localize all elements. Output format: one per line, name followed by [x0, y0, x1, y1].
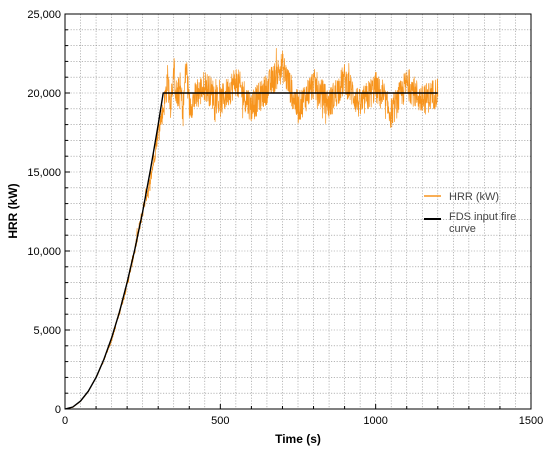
- y-tick-label: 5,000: [33, 325, 61, 337]
- y-tick-label: 0: [55, 404, 61, 416]
- y-tick-label: 15,000: [27, 167, 61, 179]
- legend-label-fds-line-1: FDS input fire: [449, 211, 516, 223]
- x-tick-label: 1000: [363, 415, 387, 427]
- x-tick-label: 0: [62, 415, 68, 427]
- grid: [65, 14, 531, 409]
- legend-label-fds-line-2: curve: [449, 223, 476, 235]
- series-line-fds: [64, 92, 438, 410]
- x-axis-title: Time (s): [275, 432, 321, 446]
- series-group: [64, 47, 439, 410]
- tick-labels: 0 500 1000 1500 0 5,000 10,000 15,000 20,000 25,0…: [27, 9, 543, 427]
- axis-ticks: [64, 13, 532, 410]
- x-tick-label: 500: [211, 415, 229, 427]
- y-axis-title: HRR (kW): [6, 183, 20, 238]
- y-tick-label: 20,000: [27, 88, 61, 100]
- y-tick-label: 10,000: [27, 246, 61, 258]
- x-tick-label: 1500: [519, 415, 543, 427]
- plot-frame: [64, 13, 532, 410]
- y-tick-label: 25,000: [27, 9, 61, 21]
- legend: HRR (kW) FDS input fire curve: [424, 191, 519, 235]
- legend-label-hrr: HRR (kW): [449, 191, 499, 203]
- legend-label-fds: FDS input fire curve: [449, 211, 519, 235]
